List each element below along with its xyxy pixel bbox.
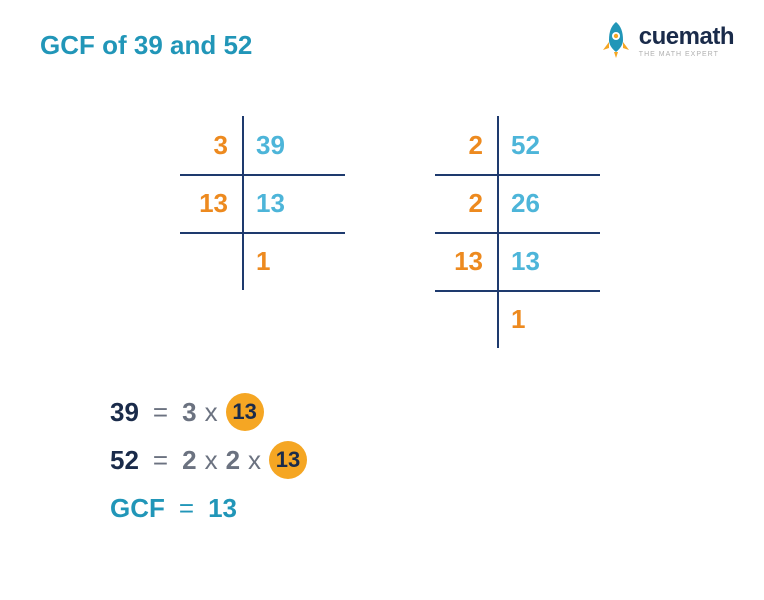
logo-text: cuemath	[639, 23, 734, 51]
factorization-equations: 39 = 3 x 13 52 = 2 x 2 x 13 GCF = 13	[110, 388, 724, 532]
equation-52: 52 = 2 x 2 x 13	[110, 436, 724, 484]
equals-sign: =	[179, 484, 194, 532]
multiply-sign: x	[205, 388, 218, 436]
table-row: 1	[180, 232, 345, 290]
rocket-icon	[599, 20, 633, 60]
table-row: 2 52	[435, 116, 600, 174]
eq-factor: 3	[182, 388, 196, 436]
dividend-cell: 26	[497, 188, 572, 219]
eq-number: 39	[110, 388, 139, 436]
eq-factor: 2	[226, 436, 240, 484]
eq-factor: 2	[182, 436, 196, 484]
table-row: 13 13	[180, 174, 345, 232]
dividend-cell: 13	[242, 188, 317, 219]
table-row: 13 13	[435, 232, 600, 290]
factorization-tables: 3 39 13 13 1 2 52 2 26 13 13	[180, 116, 724, 348]
table-row: 2 26	[435, 174, 600, 232]
eq-number: 52	[110, 436, 139, 484]
brand-logo: cuemath THE MATH EXPERT	[599, 20, 734, 60]
divisor-cell: 3	[180, 130, 242, 161]
equation-39: 39 = 3 x 13	[110, 388, 724, 436]
divisor-cell: 2	[435, 130, 497, 161]
equals-sign: =	[153, 388, 168, 436]
table-row: 1	[435, 290, 600, 348]
table-row: 3 39	[180, 116, 345, 174]
highlighted-factor: 13	[226, 393, 264, 431]
dividend-cell: 1	[497, 304, 572, 335]
dividend-cell: 39	[242, 130, 317, 161]
gcf-value: 13	[208, 484, 237, 532]
dividend-cell: 1	[242, 246, 317, 277]
divisor-cell: 2	[435, 188, 497, 219]
multiply-sign: x	[205, 436, 218, 484]
multiply-sign: x	[248, 436, 261, 484]
dividend-cell: 13	[497, 246, 572, 277]
dividend-cell: 52	[497, 130, 572, 161]
gcf-label: GCF	[110, 484, 165, 532]
factor-table-52: 2 52 2 26 13 13 1	[435, 116, 600, 348]
divisor-cell: 13	[435, 246, 497, 277]
gcf-result: GCF = 13	[110, 484, 724, 532]
highlighted-factor: 13	[269, 441, 307, 479]
divisor-cell: 13	[180, 188, 242, 219]
factor-table-39: 3 39 13 13 1	[180, 116, 345, 348]
logo-tagline: THE MATH EXPERT	[639, 51, 734, 58]
equals-sign: =	[153, 436, 168, 484]
